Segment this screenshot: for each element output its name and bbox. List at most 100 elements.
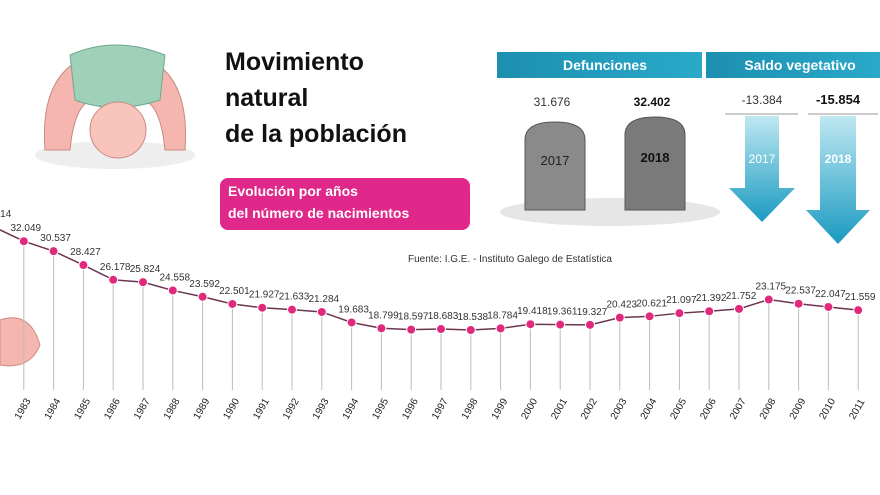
x-tick-label: 1996 [400, 396, 421, 421]
x-tick-label: 1984 [43, 396, 64, 421]
value-label: 23.175 [756, 282, 787, 293]
value-label: 19.327 [577, 307, 608, 318]
x-tick-label: 1988 [162, 396, 183, 421]
value-label: 21.927 [249, 290, 280, 301]
x-tick-label: 2001 [549, 396, 570, 421]
value-label: 30.537 [40, 233, 71, 244]
point [644, 311, 655, 322]
value-label: 19.361 [547, 307, 578, 318]
x-tick-label: 1997 [430, 396, 451, 421]
value-label: 21.559 [845, 292, 876, 303]
value-label: 28.427 [70, 247, 101, 258]
value-label: 22.047 [815, 289, 846, 300]
point [704, 306, 715, 317]
x-tick-label: 1992 [281, 396, 302, 421]
value-label: 18.683 [428, 311, 459, 322]
x-tick-label: 2011 [847, 397, 867, 422]
value-label: 23.592 [189, 279, 220, 290]
point [436, 324, 446, 335]
point [167, 285, 178, 296]
value-label: 21.633 [279, 292, 310, 303]
x-tick-label: 1991 [251, 396, 272, 421]
tomb-year: 2017 [541, 153, 570, 168]
x-tick-label: 1985 [72, 396, 93, 421]
point [555, 319, 566, 330]
deaths-value: 31.676 [534, 95, 571, 109]
title: Movimiento [225, 48, 364, 76]
point [287, 304, 297, 315]
x-tick-label: 2005 [668, 396, 689, 421]
baby-illustration [0, 44, 195, 367]
x-tick-label: 2010 [817, 396, 838, 421]
x-tick-label: 1989 [192, 396, 213, 421]
point [346, 317, 357, 328]
subtitle: Evolución por años [228, 183, 358, 199]
value-label: 32.049 [11, 223, 42, 234]
point [525, 319, 536, 330]
point [18, 236, 29, 247]
value-label: 25.824 [130, 264, 161, 275]
x-tick-label: 1990 [221, 396, 242, 421]
value-label: 26.178 [100, 262, 131, 273]
header-band [706, 52, 880, 78]
deaths-title: Defunciones [563, 57, 647, 73]
point [823, 301, 834, 312]
point [406, 324, 417, 335]
value-label: 18.799 [368, 310, 399, 321]
point [376, 323, 387, 334]
value-label: 21.392 [696, 293, 727, 304]
balance-title: Saldo vegetativo [744, 57, 855, 73]
value-label: 20.621 [636, 298, 667, 309]
x-tick-label: 1987 [132, 396, 153, 421]
x-tick-label: 2003 [609, 396, 630, 421]
tomb-year: 2018 [641, 150, 670, 165]
point [48, 246, 59, 257]
arrow-year: 2018 [825, 152, 852, 166]
point [108, 274, 119, 285]
point [257, 302, 268, 313]
value-label: 22.537 [785, 286, 816, 297]
point [585, 319, 595, 330]
point [734, 303, 744, 314]
point [674, 308, 685, 319]
value-label: 22.501 [219, 286, 250, 297]
x-tick-label: 2006 [698, 396, 719, 421]
value-label: 19.683 [338, 304, 369, 315]
x-tick-label: 1994 [341, 396, 362, 421]
source: Fuente: I.G.E. - Instituto Galego de Est… [408, 254, 612, 265]
point [763, 294, 774, 305]
x-tick-label: 2008 [758, 396, 779, 421]
value-label: 34.214 [0, 209, 12, 220]
x-tick-label: 2007 [728, 396, 749, 421]
x-tick-label: 1983 [13, 396, 34, 421]
x-tick-label: 1995 [370, 396, 391, 421]
value-label: 21.752 [726, 291, 757, 302]
point [853, 305, 864, 316]
value-label: 18.538 [458, 312, 489, 323]
header-band [497, 52, 702, 78]
point [316, 306, 327, 317]
x-tick-label: 1986 [102, 396, 123, 421]
point [614, 312, 625, 323]
value-label: 21.284 [309, 294, 340, 305]
x-tick-label: 1999 [490, 396, 511, 421]
title: de la población [225, 120, 407, 148]
balance-value: -13.384 [742, 93, 783, 107]
value-label: 20.423 [607, 300, 638, 311]
x-tick-label: 2009 [788, 396, 809, 421]
point [793, 298, 804, 309]
point [227, 298, 238, 309]
point [78, 260, 89, 271]
deaths-value: 32.402 [634, 95, 671, 109]
arrow-year: 2017 [749, 152, 776, 166]
value-label: 21.097 [666, 295, 697, 306]
subtitle: del número de nacimientos [228, 205, 409, 221]
x-tick-label: 1993 [311, 396, 332, 421]
value-label: 18.784 [487, 310, 518, 321]
point [197, 291, 208, 302]
value-label: 18.597 [398, 312, 429, 323]
x-tick-label: 1998 [460, 396, 481, 421]
point [495, 323, 506, 334]
x-tick-label: 2004 [639, 396, 660, 421]
